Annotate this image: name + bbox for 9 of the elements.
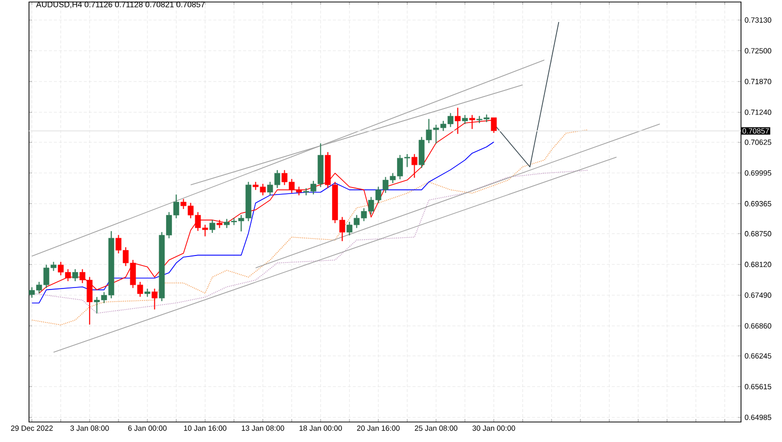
candlestick	[152, 288, 158, 310]
line-series	[31, 129, 588, 326]
candlestick	[144, 288, 150, 297]
candlestick	[412, 154, 418, 178]
candlestick	[216, 220, 222, 228]
line-series	[31, 142, 494, 304]
candlestick	[462, 115, 468, 124]
candlestick	[209, 220, 216, 233]
candlestick	[72, 269, 78, 282]
